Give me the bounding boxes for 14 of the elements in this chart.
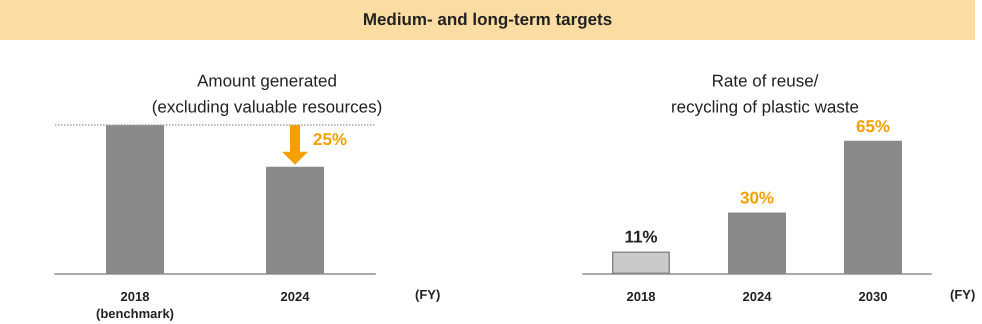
chart-title: Amount generated (excluding valuable resources) <box>152 72 382 116</box>
data-label: 65% <box>856 116 890 136</box>
x-axis-title: (FY) <box>950 287 976 302</box>
x-tick-label: 2030 <box>858 289 888 304</box>
data-label: 30% <box>740 188 774 208</box>
chart-title: Rate of reuse/ recycling of plastic waste <box>670 72 860 116</box>
x-tick-label: 2024 <box>280 289 310 304</box>
data-label: 11% <box>624 227 658 246</box>
annotation: 25% <box>313 130 348 149</box>
x-tick-label: 2018 (benchmark) <box>96 289 174 321</box>
x-tick-label: 2024 <box>742 289 772 304</box>
x-tick-label: 2018 <box>626 289 656 304</box>
text: Medium- and long-term targets <box>0 0 975 40</box>
x-axis-title: (FY) <box>415 287 440 302</box>
